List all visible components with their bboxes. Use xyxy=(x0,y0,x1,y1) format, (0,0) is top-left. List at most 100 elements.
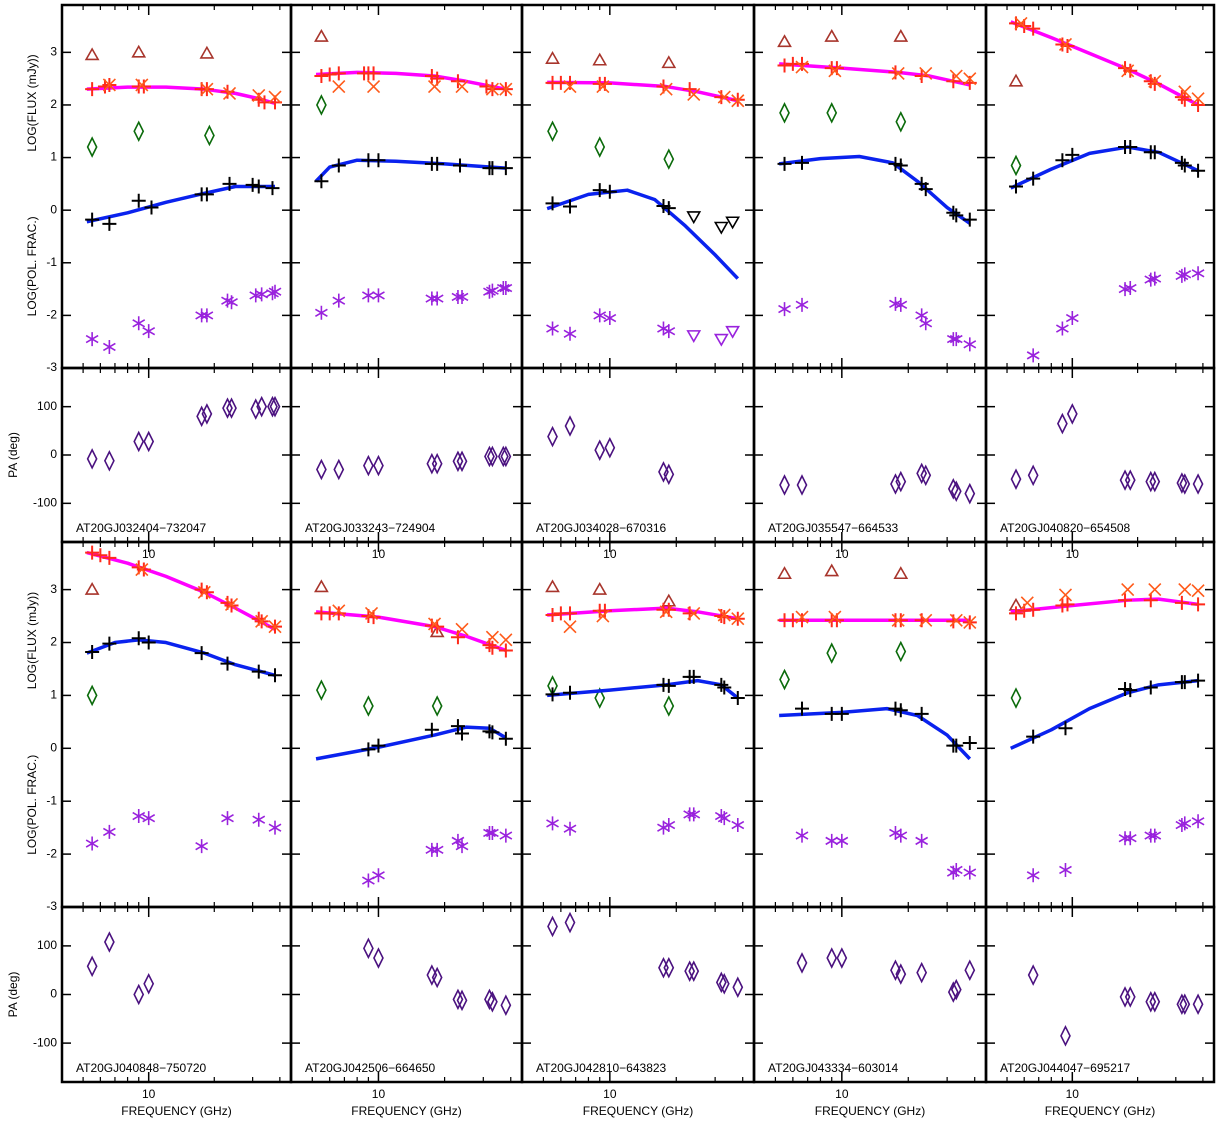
point-plus xyxy=(93,548,108,563)
point-plus xyxy=(331,606,346,621)
point-x xyxy=(919,613,933,627)
point-star xyxy=(731,818,745,833)
point-star xyxy=(1178,267,1192,282)
point-diamond xyxy=(895,640,907,663)
point-x xyxy=(1191,92,1205,106)
point-diamond xyxy=(363,695,374,717)
point-plus xyxy=(141,635,156,650)
point-plus xyxy=(265,181,280,196)
point-plus xyxy=(563,75,578,90)
point-star xyxy=(894,297,908,312)
point-star xyxy=(1191,814,1205,829)
point-plus xyxy=(1191,673,1206,688)
point-x xyxy=(255,614,269,628)
point-plus xyxy=(717,680,732,695)
point-diamond xyxy=(497,445,509,468)
y-tick-label: 0 xyxy=(50,987,57,1001)
point-plus xyxy=(144,200,159,215)
plot-area xyxy=(86,931,155,1006)
point-star xyxy=(717,811,731,826)
point-diamond xyxy=(947,981,959,1003)
point-triangle xyxy=(1008,73,1024,87)
point-plus xyxy=(366,66,381,81)
point-plus xyxy=(371,153,386,168)
point-x xyxy=(1178,583,1192,597)
y-tick-label: 2 xyxy=(50,97,57,111)
point-plus xyxy=(1174,595,1189,610)
y-tick-label: -100 xyxy=(33,1035,57,1049)
point-star xyxy=(1118,831,1132,846)
source-label: AT20GJ042506−664650 xyxy=(305,1061,436,1075)
plot-area xyxy=(86,395,281,472)
point-star xyxy=(268,284,282,299)
point-diamond xyxy=(1149,470,1161,493)
point-star xyxy=(195,839,209,854)
point-plus xyxy=(545,196,560,211)
point-plus xyxy=(485,725,500,740)
point-diamond xyxy=(500,445,512,468)
point-diamond xyxy=(594,439,606,461)
point-diamond xyxy=(333,458,345,481)
point-star xyxy=(372,288,385,303)
point-diamond xyxy=(796,952,808,974)
point-plus xyxy=(222,176,237,191)
axes-frame xyxy=(60,540,293,909)
point-x xyxy=(891,613,905,627)
point-star xyxy=(85,836,99,851)
x-axis-label: FREQUENCY (GHz) xyxy=(351,1104,461,1118)
point-plus xyxy=(424,722,439,737)
point-triangle xyxy=(199,45,215,59)
point-star xyxy=(455,839,469,854)
point-plus xyxy=(85,645,100,660)
point-star xyxy=(496,281,510,296)
point-diamond xyxy=(663,956,675,979)
point-star xyxy=(963,865,977,880)
point-plus xyxy=(1147,76,1162,91)
point-star xyxy=(949,332,963,347)
point-plus xyxy=(85,212,100,227)
point-x xyxy=(563,79,577,94)
point-triangle xyxy=(592,581,608,595)
point-plus xyxy=(131,193,146,208)
point-x xyxy=(659,605,673,619)
point-diamond xyxy=(916,961,928,984)
point-diamond xyxy=(222,397,233,419)
point-plus xyxy=(268,668,283,683)
point-diamond xyxy=(895,111,907,133)
point-triangle xyxy=(429,624,445,638)
plot-area xyxy=(777,563,977,880)
point-diamond xyxy=(315,458,327,481)
point-diamond xyxy=(950,978,962,1001)
point-star xyxy=(225,295,238,310)
point-diamond xyxy=(133,983,145,1006)
point-plus xyxy=(322,67,337,82)
source-label: AT20GJ032404−732047 xyxy=(76,521,207,535)
axes-frame xyxy=(60,905,293,1084)
point-plus xyxy=(714,677,729,692)
x-axis-label: FREQUENCY (GHz) xyxy=(1045,1104,1155,1118)
plot-area xyxy=(84,545,283,854)
y-tick-label: 0 xyxy=(50,740,57,754)
point-plus xyxy=(1177,675,1192,690)
point-plus xyxy=(102,216,117,231)
point-plus xyxy=(220,656,235,671)
point-star xyxy=(255,287,269,302)
point-x xyxy=(102,78,116,92)
point-diamond xyxy=(86,136,98,158)
point-x xyxy=(659,82,673,96)
point-triangle xyxy=(893,28,909,42)
point-diamond xyxy=(250,398,262,420)
x-axis-label: FREQUENCY (GHz) xyxy=(121,1104,231,1118)
point-diamond xyxy=(86,448,98,470)
point-plus xyxy=(949,208,964,223)
fit-curve xyxy=(1009,145,1199,190)
point-diamond xyxy=(1060,1025,1071,1047)
point-plus xyxy=(85,82,100,97)
axes-frame xyxy=(289,366,524,544)
point-star xyxy=(1059,862,1072,877)
point-plus xyxy=(1058,721,1073,736)
point-star xyxy=(835,833,849,848)
point-diamond xyxy=(826,947,838,969)
point-diamond xyxy=(1027,464,1039,487)
point-diamond xyxy=(895,470,907,493)
